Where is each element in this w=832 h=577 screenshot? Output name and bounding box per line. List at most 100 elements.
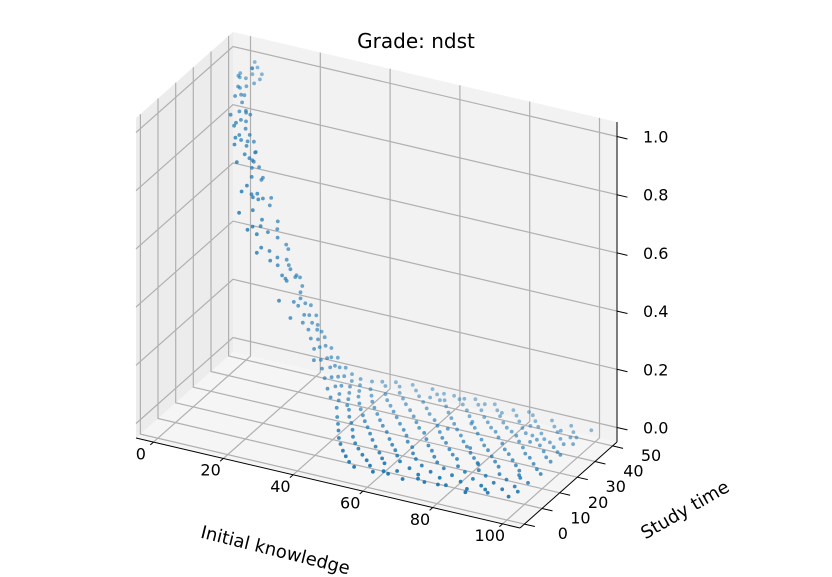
data-point [334,405,339,410]
data-point [358,383,362,387]
data-point [421,400,426,404]
data-point [259,245,264,250]
data-point [335,415,340,419]
y-tick-label: 30 [606,477,626,496]
data-point [257,165,261,170]
data-point [395,453,400,458]
x-tick-mark [289,474,294,479]
data-point [482,415,487,419]
data-point [483,473,488,478]
data-point [250,166,254,170]
data-point [347,460,351,464]
data-point [517,468,522,473]
data-point [291,300,296,304]
data-point [500,487,505,492]
data-point [469,421,474,426]
data-point [244,84,249,89]
data-point [571,430,576,434]
data-point [506,452,511,456]
data-point [514,463,518,468]
data-point [255,191,260,196]
data-point [514,433,519,438]
axis-panes [136,32,617,528]
x-tick-label: 80 [410,510,430,529]
data-point [357,401,362,406]
data-point [268,258,273,263]
data-point [472,426,477,430]
data-point [569,423,574,428]
data-point [437,430,442,434]
z-grid-line [135,104,618,196]
data-point [555,450,560,454]
z-tick-mark [616,426,628,431]
data-point [358,407,363,412]
data-point [428,469,433,474]
data-point [509,429,514,434]
data-point [302,313,307,317]
data-point [485,490,490,495]
data-point [471,477,475,481]
data-point [504,477,509,482]
x-axis-label: Initial knowledge [199,522,353,577]
data-point [350,372,354,376]
data-point [303,301,308,306]
x-tick-label: 20 [200,461,220,480]
x-grid-line [292,68,391,476]
data-point [245,139,250,144]
data-point [424,437,429,441]
data-point [485,420,490,425]
data-point [312,347,316,351]
data-point [266,230,270,235]
data-point [504,425,509,430]
data-point [410,445,415,449]
grid-lines [135,35,618,525]
data-point [530,433,535,438]
data-point [368,387,373,392]
data-point [325,356,329,361]
data-point [395,469,399,473]
data-point [343,365,348,370]
data-point [312,358,316,363]
x-grid-line [432,101,531,508]
data-point [416,476,420,481]
data-point [234,160,239,165]
data-point [571,442,575,446]
data-point [298,275,302,280]
data-point [492,402,497,407]
data-point [296,303,301,308]
x-grid-line [153,36,252,443]
axis-lines [135,122,618,529]
floor-pane [136,352,617,528]
data-point [388,403,393,408]
data-point [489,454,494,459]
data-point [558,428,563,433]
data-point [465,408,469,413]
data-point [342,374,347,379]
data-point [386,471,390,476]
data-point [589,428,594,433]
data-point [275,219,280,224]
data-point [254,250,259,255]
data-point [267,203,272,208]
data-point [239,92,244,97]
data-point [300,284,305,288]
data-point [432,418,437,422]
data-point [347,407,351,412]
z-tick-mark [616,194,628,198]
data-point [411,451,415,456]
data-point [435,423,440,428]
data-point [319,329,324,334]
y-tick-label: 20 [588,493,608,512]
y-tick-label: 0 [558,524,568,543]
data-point [479,437,484,442]
data-point [497,472,502,476]
data-point [350,427,355,432]
data-point [233,94,238,98]
data-point [385,398,390,403]
data-point [254,232,259,237]
data-point [258,77,262,82]
data-point [538,472,543,476]
data-point [558,437,563,441]
data-point [365,425,370,430]
data-point [370,399,375,404]
